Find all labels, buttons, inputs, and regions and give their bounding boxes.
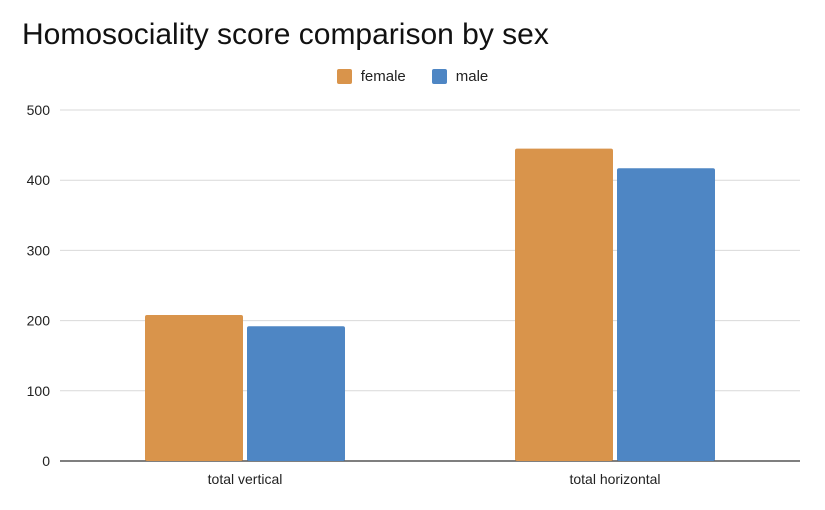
bar-female-total-vertical	[145, 314, 243, 461]
legend-label-male: male	[455, 68, 489, 85]
y-tick-label-100: 100	[27, 383, 51, 399]
bar-male-total-vertical	[247, 326, 345, 461]
legend-item-male[interactable]: male	[431, 68, 489, 85]
y-tick-label-200: 200	[27, 313, 51, 329]
y-tick-label-400: 400	[27, 172, 51, 188]
legend-label-female: female	[360, 68, 406, 85]
legend-item-female[interactable]: female	[336, 68, 406, 85]
y-tick-label-500: 500	[27, 102, 51, 118]
legend: female male	[0, 68, 825, 85]
bar-male-total-horizontal	[617, 168, 715, 462]
x-tick-label-total-vertical: total vertical	[208, 471, 283, 487]
legend-swatch-female	[336, 69, 352, 84]
chart-title: Homosociality score comparison by sex	[22, 18, 549, 51]
y-tick-label-300: 300	[27, 242, 51, 258]
y-tick-label-0: 0	[42, 453, 50, 469]
x-tick-label-total-horizontal: total horizontal	[569, 471, 660, 487]
bar-female-total-horizontal	[515, 148, 613, 462]
legend-swatch-male	[431, 69, 447, 84]
